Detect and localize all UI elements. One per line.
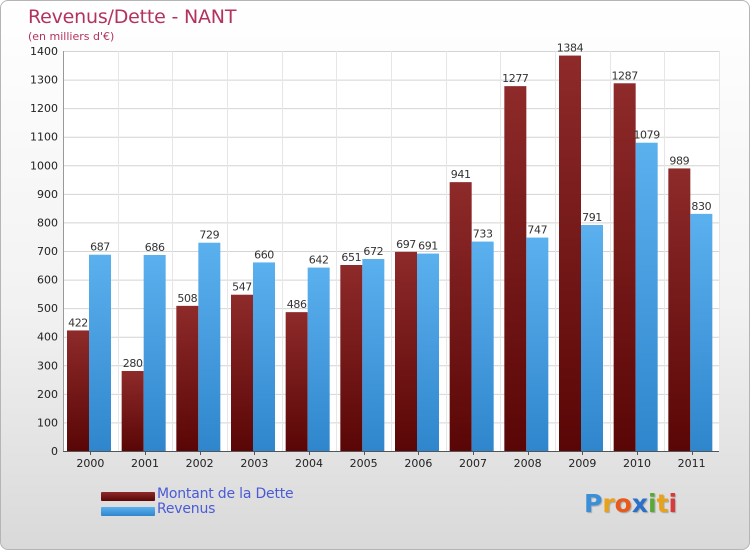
data-label-dette: 1277 <box>502 72 529 85</box>
legend-label-dette: Montant de la Dette <box>157 486 294 502</box>
data-label-revenus: 791 <box>582 211 602 224</box>
x-tick-label: 2011 <box>678 457 706 470</box>
y-tick-label: 500 <box>37 302 58 315</box>
y-tick-label: 800 <box>37 216 58 229</box>
y-tick-label: 200 <box>37 388 58 401</box>
data-label-revenus: 691 <box>418 240 438 253</box>
y-tick-label: 1100 <box>30 131 58 144</box>
bar-dette-2007 <box>449 182 472 451</box>
bar-dette-2003 <box>231 294 253 451</box>
x-tick-label: 2000 <box>76 457 104 470</box>
y-tick-label: 300 <box>37 359 58 372</box>
y-tick-label: 1400 <box>30 45 58 58</box>
y-tick-label: 900 <box>37 188 58 201</box>
bar-revenus-2006 <box>417 253 439 451</box>
data-label-revenus: 686 <box>145 241 165 254</box>
data-label-dette: 941 <box>451 168 471 181</box>
logo-letter: i <box>648 489 657 518</box>
bars <box>67 55 713 452</box>
bar-dette-2010 <box>613 83 636 452</box>
x-tick-label: 2006 <box>404 457 432 470</box>
logo-letter: P <box>584 489 603 518</box>
data-label-revenus: 747 <box>527 224 547 237</box>
bar-revenus-2007 <box>471 241 494 451</box>
bar-dette-2008 <box>504 86 527 452</box>
data-label-dette: 508 <box>177 292 197 305</box>
bar-revenus-2008 <box>526 237 549 451</box>
chart-subtitle: (en milliers d'€) <box>28 30 115 43</box>
grid-lines <box>63 51 720 452</box>
legend-swatch-revenus <box>101 507 155 516</box>
proxiti-logo: Proxiti <box>584 489 677 518</box>
data-labels: 422 687 280 686 508 729 547 660 486 642 651 672 697 6… <box>68 42 712 370</box>
x-tick-label: 2001 <box>131 457 159 470</box>
data-label-revenus: 729 <box>199 229 219 242</box>
data-label-revenus: 687 <box>90 241 110 254</box>
y-tick-label: 1000 <box>30 159 58 172</box>
data-label-dette: 989 <box>669 154 689 167</box>
chart-title: Revenus/Dette - NANT <box>28 6 237 28</box>
x-tick-label: 2003 <box>240 457 268 470</box>
data-label-revenus: 672 <box>363 245 383 258</box>
y-tick-label: 700 <box>37 245 58 258</box>
bar-revenus-2011 <box>690 213 713 451</box>
data-label-revenus: 642 <box>309 254 329 267</box>
y-tick-label: 1200 <box>30 102 58 115</box>
x-tick-label: 2009 <box>568 457 596 470</box>
x-tick-label: 2004 <box>295 457 323 470</box>
bar-dette-2001 <box>121 371 144 451</box>
bar-dette-2011 <box>668 168 691 451</box>
y-tick-label: 1300 <box>30 74 58 87</box>
logo-letter: i <box>668 489 678 518</box>
legend-swatch-dette <box>101 492 155 501</box>
x-tick-label: 2005 <box>350 457 378 470</box>
logo-letter: r <box>602 489 615 518</box>
bar-revenus-2010 <box>635 142 658 451</box>
bar-dette-2002 <box>176 305 199 451</box>
bar-dette-2006 <box>395 251 417 451</box>
logo-letter: t <box>656 489 669 518</box>
data-label-dette: 697 <box>396 238 416 251</box>
x-tick-label: 2007 <box>459 457 487 470</box>
bar-revenus-2005 <box>362 259 385 451</box>
bar-revenus-2002 <box>198 242 221 451</box>
data-label-revenus: 733 <box>473 228 493 241</box>
bar-dette-2004 <box>285 312 308 451</box>
y-tick-label: 0 <box>51 445 58 458</box>
bar-revenus-2003 <box>253 262 275 451</box>
bar-dette-2000 <box>67 330 89 451</box>
data-label-dette: 280 <box>123 357 143 370</box>
data-label-dette: 486 <box>287 298 307 311</box>
data-label-dette: 547 <box>232 281 252 294</box>
x-tick-label: 2010 <box>623 457 651 470</box>
data-label-revenus: 660 <box>254 248 274 261</box>
bar-revenus-2000 <box>89 254 111 451</box>
bar-revenus-2001 <box>143 255 166 451</box>
data-label-dette: 1287 <box>611 69 638 82</box>
bar-dette-2005 <box>340 265 363 451</box>
x-tick-label: 2008 <box>514 457 542 470</box>
logo-letter: x <box>631 489 648 518</box>
y-tick-label: 400 <box>37 331 58 344</box>
bar-revenus-2004 <box>307 267 330 451</box>
x-tick-label: 2002 <box>186 457 214 470</box>
legend-label-revenus: Revenus <box>157 501 216 517</box>
bar-dette-2009 <box>559 55 581 451</box>
data-label-dette: 1384 <box>557 42 584 55</box>
data-label-dette: 422 <box>68 316 88 329</box>
y-tick-label: 600 <box>37 274 58 287</box>
y-tick-label: 100 <box>37 416 58 429</box>
data-label-revenus: 830 <box>691 200 711 213</box>
logo-letter: o <box>614 489 632 518</box>
bar-revenus-2009 <box>581 225 603 451</box>
axes: 0 100 200 300 400 500 600 700 800 900 1000 1100 1200… <box>30 45 719 470</box>
data-label-dette: 651 <box>341 251 361 264</box>
data-label-revenus: 1079 <box>633 129 660 142</box>
